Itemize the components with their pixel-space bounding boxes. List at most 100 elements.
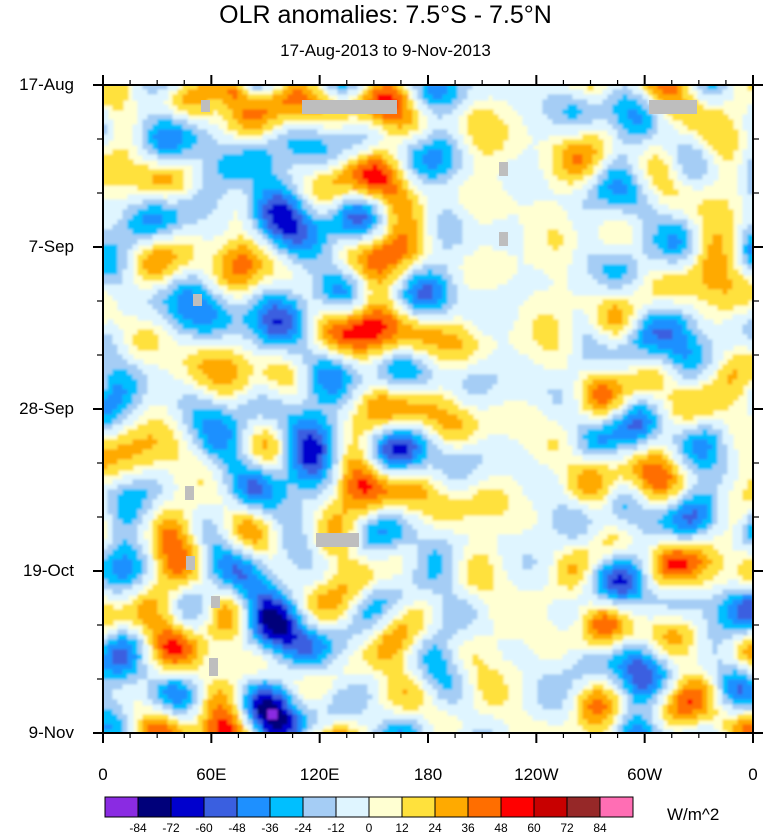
field-cell — [507, 304, 514, 311]
field-cell — [642, 239, 649, 246]
field-cell — [412, 219, 419, 226]
field-cell — [457, 109, 464, 116]
field-cell — [677, 264, 684, 271]
field-cell — [237, 244, 244, 251]
field-cell — [572, 104, 579, 111]
field-cell — [327, 304, 334, 311]
field-cell — [577, 279, 584, 286]
field-cell — [547, 109, 554, 116]
field-cell — [627, 274, 634, 281]
field-cell — [272, 169, 279, 176]
field-cell — [237, 284, 244, 291]
field-cell — [642, 114, 649, 121]
field-cell — [337, 174, 344, 181]
field-cell — [327, 289, 334, 296]
field-cell — [432, 119, 439, 126]
field-cell — [402, 254, 409, 261]
field-cell — [247, 184, 254, 191]
field-cell — [432, 244, 439, 251]
field-cell — [297, 249, 304, 256]
field-cell — [657, 259, 664, 266]
field-cell — [152, 124, 159, 131]
field-cell — [562, 104, 569, 111]
field-cell — [307, 234, 314, 241]
field-cell — [242, 174, 249, 181]
field-cell — [207, 184, 214, 191]
field-cell — [392, 234, 399, 241]
field-cell — [567, 164, 574, 171]
field-cell — [237, 174, 244, 181]
field-cell — [107, 324, 114, 331]
field-cell — [362, 139, 369, 146]
field-cell — [572, 269, 579, 276]
field-cell — [492, 294, 499, 301]
field-cell — [587, 114, 594, 121]
field-cell — [587, 179, 594, 186]
field-cell — [642, 204, 649, 211]
field-cell — [252, 124, 259, 131]
field-cell — [527, 149, 534, 156]
field-cell — [427, 179, 434, 186]
field-cell — [177, 149, 184, 156]
field-cell — [297, 199, 304, 206]
field-cell — [517, 189, 524, 196]
field-cell — [212, 319, 219, 326]
field-cell — [622, 179, 629, 186]
field-cell — [307, 144, 314, 151]
field-cell — [372, 239, 379, 246]
field-cell — [662, 219, 669, 226]
field-cell — [382, 284, 389, 291]
field-cell — [702, 85, 709, 91]
field-cell — [427, 269, 434, 276]
field-cell — [317, 189, 324, 196]
field-cell — [612, 324, 619, 331]
field-cell — [427, 199, 434, 206]
field-cell — [667, 219, 674, 226]
field-cell — [297, 109, 304, 116]
field-cell — [242, 224, 249, 231]
field-cell — [567, 199, 574, 206]
field-cell — [447, 314, 454, 321]
field-cell — [487, 309, 494, 316]
field-cell — [597, 269, 604, 276]
field-cell — [637, 274, 644, 281]
field-cell — [452, 254, 459, 261]
field-cell — [457, 179, 464, 186]
field-cell — [112, 239, 119, 246]
field-cell — [677, 224, 684, 231]
field-cell — [402, 284, 409, 291]
field-cell — [482, 89, 489, 96]
field-cell — [522, 104, 529, 111]
field-cell — [392, 129, 399, 136]
field-cell — [552, 99, 559, 106]
field-cell — [527, 284, 534, 291]
field-cell — [377, 254, 384, 261]
field-cell — [262, 99, 269, 106]
field-cell — [652, 304, 659, 311]
field-cell — [207, 329, 214, 336]
field-cell — [722, 279, 729, 286]
field-cell — [212, 314, 219, 321]
field-cell — [152, 209, 159, 216]
field-cell — [552, 124, 559, 131]
field-cell — [607, 94, 614, 101]
field-cell — [307, 294, 314, 301]
field-cell — [262, 289, 269, 296]
field-cell — [107, 249, 114, 256]
field-cell — [677, 309, 684, 316]
field-cell — [462, 299, 469, 306]
field-cell — [207, 304, 214, 311]
field-cell — [272, 164, 279, 171]
field-cell — [422, 139, 429, 146]
field-cell — [617, 149, 624, 156]
field-cell — [407, 209, 414, 216]
field-cell — [107, 99, 114, 106]
field-cell — [322, 129, 329, 136]
field-cell — [722, 304, 729, 311]
field-cell — [397, 249, 404, 256]
field-cell — [597, 284, 604, 291]
field-cell — [547, 314, 554, 321]
field-cell — [542, 129, 549, 136]
field-cell — [252, 164, 259, 171]
field-cell — [137, 234, 144, 241]
